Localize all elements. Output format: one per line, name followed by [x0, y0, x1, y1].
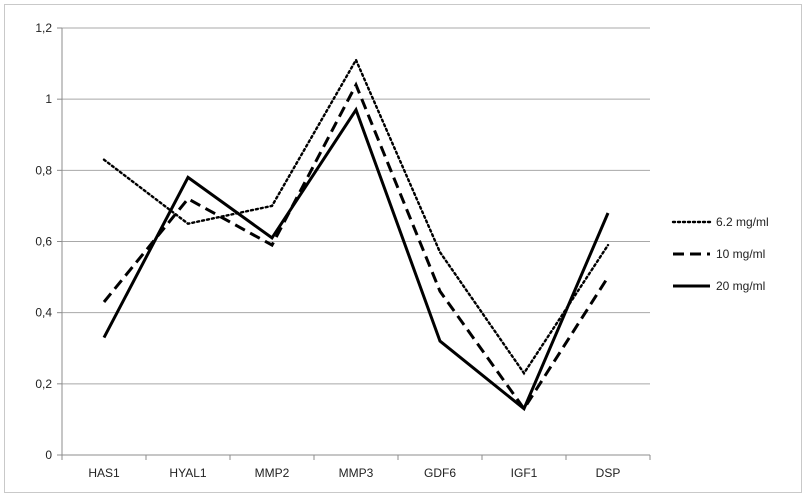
- y-tick-label: 0,4: [35, 306, 52, 320]
- x-tick-label: IGF1: [511, 466, 538, 480]
- x-tick-label: GDF6: [424, 466, 456, 480]
- gridlines: [62, 27, 650, 385]
- y-tick-label: 0,6: [35, 235, 52, 249]
- y-tick-label: 0,8: [35, 163, 52, 177]
- legend-label-0: 6.2 mg/ml: [716, 215, 769, 229]
- legend-label-1: 10 mg/ml: [716, 247, 765, 261]
- legend-label-2: 20 mg/ml: [716, 279, 765, 293]
- legend: 6.2 mg/ml 10 mg/ml 20 mg/ml: [671, 215, 769, 293]
- x-tick-label: HYAL1: [169, 466, 206, 480]
- chart-frame: [4, 4, 802, 493]
- series-line-2: [102, 106, 610, 412]
- series-line-0: [102, 57, 610, 376]
- y-tick-label: 1,2: [35, 21, 52, 35]
- series-line-1: [102, 81, 610, 412]
- x-tick-label: DSP: [596, 466, 621, 480]
- series-lines: [102, 57, 610, 412]
- x-tick-label: MMP2: [255, 466, 290, 480]
- x-tick-label: MMP3: [339, 466, 374, 480]
- y-tick-label: 0,2: [35, 377, 52, 391]
- axes: [57, 27, 651, 460]
- y-tick-label: 1: [45, 92, 52, 106]
- x-tick-label: HAS1: [88, 466, 120, 480]
- y-axis-ticks: 0 0,2 0,4 0,6 0,8 1 1,2: [35, 21, 52, 462]
- y-tick-label: 0: [45, 448, 52, 462]
- x-axis-ticks: HAS1 HYAL1 MMP2 MMP3 GDF6 IGF1 DSP: [88, 466, 620, 480]
